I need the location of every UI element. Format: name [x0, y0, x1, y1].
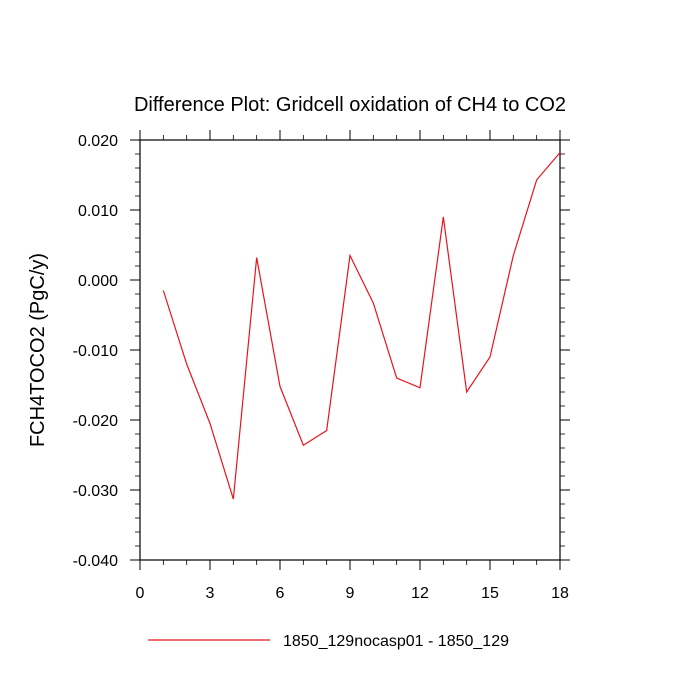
y-tick-label: 0.000	[78, 273, 118, 290]
y-tick-label: -0.040	[73, 553, 118, 570]
y-tick-label: -0.020	[73, 413, 118, 430]
series-line	[162, 152, 561, 500]
x-tick-label: 3	[206, 585, 215, 602]
major-ticks	[130, 130, 570, 570]
y-tick-label: -0.010	[73, 343, 118, 360]
y-tick-label: -0.030	[73, 483, 118, 500]
x-tick-label: 9	[346, 585, 355, 602]
y-tick-label: 0.010	[78, 203, 118, 220]
x-tick-label: 0	[136, 585, 145, 602]
x-tick-labels: 0 3 6 9 12 15 18	[136, 585, 569, 602]
series-layer	[162, 152, 561, 500]
plot-frame	[139, 139, 561, 561]
legend-label: 1850_129nocasp01 - 1850_129	[283, 633, 509, 650]
y-tick-labels: -0.040 -0.030 -0.020 -0.010 0.000 0.010 0.020	[73, 133, 118, 570]
chart-title: Difference Plot: Gridcell oxidation of C…	[134, 94, 566, 116]
legend: 1850_129nocasp01 - 1850_129	[148, 633, 509, 650]
x-tick-label: 6	[276, 585, 285, 602]
y-tick-label: 0.020	[78, 133, 118, 150]
y-axis-label: FCH4TOCO2 (PgC/y)	[27, 253, 49, 447]
minor-ticks	[135, 135, 565, 565]
x-tick-label: 12	[411, 585, 429, 602]
x-tick-label: 15	[481, 585, 499, 602]
x-tick-label: 18	[551, 585, 569, 602]
